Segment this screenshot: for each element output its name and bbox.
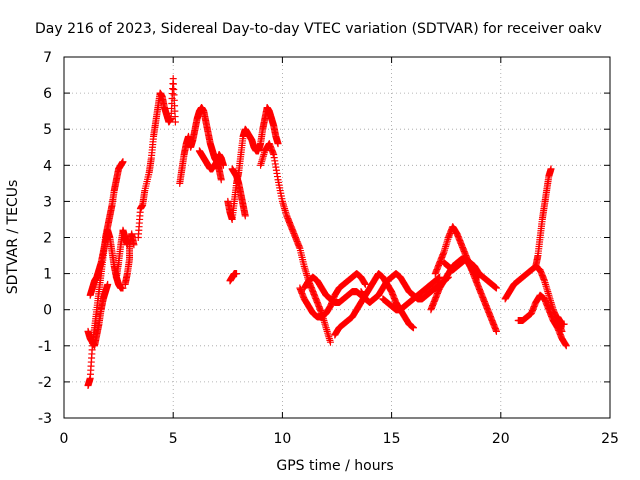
- data-point: [233, 270, 241, 278]
- series-track-j: [228, 165, 249, 220]
- series-track-b: [86, 226, 127, 299]
- y-tick-label: 1: [43, 267, 52, 283]
- data-point: [361, 280, 369, 288]
- x-axis-label: GPS time / hours: [276, 458, 393, 474]
- x-tick-label: 0: [60, 431, 69, 447]
- x-tick-label: 20: [492, 431, 510, 447]
- data-point: [274, 140, 282, 148]
- series-track-q: [379, 273, 444, 314]
- series-track-h: [195, 147, 227, 173]
- y-tick-label: -2: [38, 375, 52, 391]
- data-point: [130, 241, 138, 249]
- series-track-n: [300, 273, 365, 306]
- data-point: [217, 176, 225, 184]
- x-tick-label: 25: [601, 431, 619, 447]
- data-point: [492, 284, 500, 292]
- series-track-v: [514, 291, 570, 350]
- data-point: [436, 273, 444, 281]
- series-track-d: [112, 226, 131, 281]
- data-point: [562, 342, 570, 350]
- y-tick-label: -1: [38, 339, 52, 355]
- data-point: [492, 327, 500, 335]
- axis-ticks: 0 5 10 15 20 25 -3 -2 -1 0 1 2 3 4 5 6 7: [38, 50, 619, 447]
- y-tick-label: 2: [43, 231, 52, 247]
- y-tick-label: 4: [43, 158, 52, 174]
- data-points: [84, 75, 570, 390]
- data-point: [475, 273, 483, 281]
- y-axis-label: SDTVAR / TECUs: [5, 180, 21, 295]
- series-track-f: [134, 75, 179, 241]
- series-track-t: [440, 255, 483, 281]
- data-point: [326, 338, 334, 346]
- series-track-x: [554, 313, 568, 328]
- data-point: [409, 324, 417, 332]
- series-track-i: [224, 104, 282, 223]
- grid-lines: [64, 57, 610, 418]
- data-point: [547, 165, 555, 173]
- data-point: [119, 284, 127, 292]
- data-point: [241, 212, 249, 220]
- x-tick-label: 5: [169, 431, 178, 447]
- series-track-l: [257, 140, 334, 346]
- y-tick-label: 6: [43, 86, 52, 102]
- data-point: [219, 161, 227, 169]
- data-point: [119, 158, 127, 166]
- series-track-k: [226, 270, 241, 285]
- y-tick-label: 0: [43, 303, 52, 319]
- x-tick-label: 15: [383, 431, 401, 447]
- chart-title: Day 216 of 2023, Sidereal Day-to-day VTE…: [35, 21, 602, 37]
- y-tick-label: 7: [43, 50, 52, 66]
- series-track-w: [532, 165, 555, 270]
- data-point: [171, 118, 179, 126]
- series-track-o: [331, 270, 417, 339]
- data-point: [104, 280, 112, 288]
- x-tick-label: 10: [273, 431, 291, 447]
- y-tick-label: 5: [43, 122, 52, 138]
- y-tick-label: -3: [38, 411, 52, 427]
- data-point: [560, 320, 568, 328]
- series-track-c: [84, 280, 112, 350]
- y-tick-label: 3: [43, 194, 52, 210]
